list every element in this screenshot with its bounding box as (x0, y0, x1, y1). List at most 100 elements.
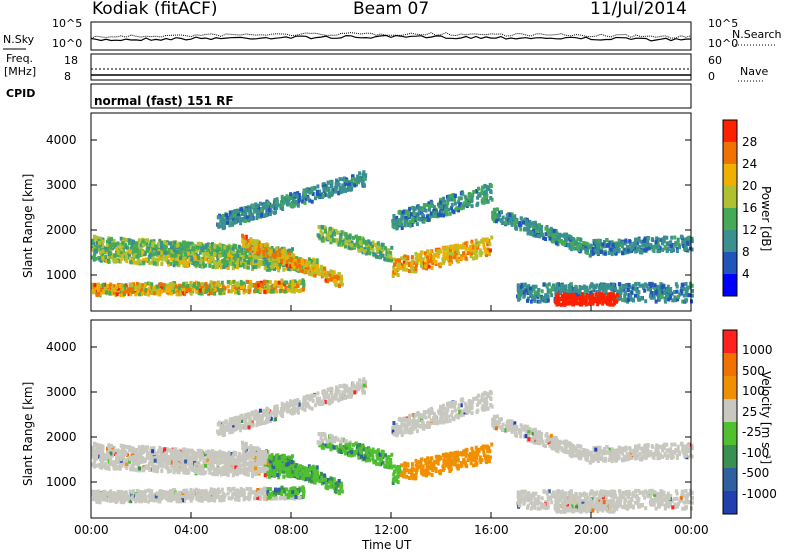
power-cell (248, 211, 252, 216)
power-cell (227, 253, 231, 258)
power-cell (472, 247, 475, 252)
power-cell (576, 288, 580, 293)
power-cell (517, 288, 520, 293)
power-cell (440, 205, 444, 209)
power-cell (278, 262, 282, 267)
power-cell (339, 233, 343, 238)
power-cell (555, 241, 559, 246)
power-cell (280, 252, 284, 257)
power-cell (462, 251, 466, 256)
power-cell (266, 263, 270, 268)
power-cell (627, 293, 631, 298)
power-cell (544, 293, 548, 298)
power-cell (254, 265, 258, 269)
power-cell (277, 248, 281, 253)
velocity-cell (108, 447, 112, 452)
power-cell (373, 252, 377, 257)
power-cell (190, 285, 194, 290)
power-cell (306, 270, 310, 274)
power-cell (544, 226, 548, 231)
velocity-cell (175, 450, 179, 455)
power-cell (113, 253, 117, 258)
power-cell (486, 247, 490, 252)
power-cell (226, 266, 230, 270)
power-cell (284, 253, 288, 258)
power-cell (402, 260, 406, 265)
power-cell (665, 235, 669, 240)
power-cell (180, 260, 184, 265)
power-cell (576, 236, 580, 241)
power-cell (216, 222, 220, 227)
power-cell (129, 292, 133, 297)
power-cell (619, 243, 623, 248)
power-cell (306, 196, 310, 201)
power-cell (524, 288, 528, 293)
power-cell (229, 251, 233, 256)
power-cell (538, 299, 542, 304)
power-cell (395, 219, 399, 224)
power-cell (418, 217, 422, 222)
velocity-cell (216, 452, 220, 457)
noise-panel (90, 21, 692, 51)
power-cell (471, 242, 475, 247)
power-cell (231, 261, 235, 266)
power-cell (152, 286, 156, 291)
power-cell (589, 243, 593, 248)
power-cell (644, 299, 648, 304)
power-cell (496, 216, 500, 221)
power-cell (225, 262, 229, 267)
power-cell (287, 257, 291, 262)
power-cell (278, 289, 282, 294)
power-cell (386, 258, 390, 263)
power-cell (341, 183, 345, 188)
power-cell (432, 258, 436, 263)
power-cell (574, 239, 578, 244)
power-cell (342, 188, 346, 193)
power-cell (423, 251, 427, 256)
power-cell (95, 285, 99, 290)
power-cell (335, 238, 339, 243)
velocity-cell (105, 451, 109, 455)
power-cell (213, 261, 217, 266)
power-cell (529, 292, 533, 297)
power-cell (289, 192, 293, 197)
power-cell (594, 240, 598, 245)
power-cell (554, 291, 558, 296)
power-cell (460, 256, 463, 261)
power-cell (339, 274, 343, 279)
power-cell (252, 207, 256, 212)
power-cell (229, 221, 233, 225)
power-cell (356, 174, 360, 179)
power-cell (320, 238, 324, 243)
power-cell (97, 291, 101, 296)
power-cell (188, 257, 192, 261)
power-cell (387, 254, 391, 259)
power-cell (271, 289, 275, 294)
power-cell (274, 250, 278, 255)
power-cell (292, 203, 296, 208)
power-cell (287, 197, 290, 202)
power-cell (272, 254, 276, 259)
power-cell (330, 233, 334, 238)
power-cell (246, 280, 250, 284)
power-cell (657, 245, 660, 250)
power-cell (222, 259, 225, 264)
power-cell (320, 274, 324, 279)
power-cell (509, 220, 513, 225)
power-cell (443, 254, 447, 259)
power-cell (607, 284, 611, 289)
power-cell (496, 214, 500, 219)
power-cell (329, 237, 332, 242)
power-cell (355, 241, 359, 246)
power-cell (148, 261, 152, 265)
power-cell (351, 174, 355, 179)
power-cell (635, 241, 639, 246)
power-cell (422, 203, 426, 208)
power-cell (163, 245, 167, 249)
power-cell (654, 288, 658, 293)
power-cell (451, 245, 455, 250)
power-cell (213, 287, 217, 292)
power-cell (688, 239, 692, 244)
power-cell (211, 242, 214, 247)
power-cell (627, 283, 631, 288)
